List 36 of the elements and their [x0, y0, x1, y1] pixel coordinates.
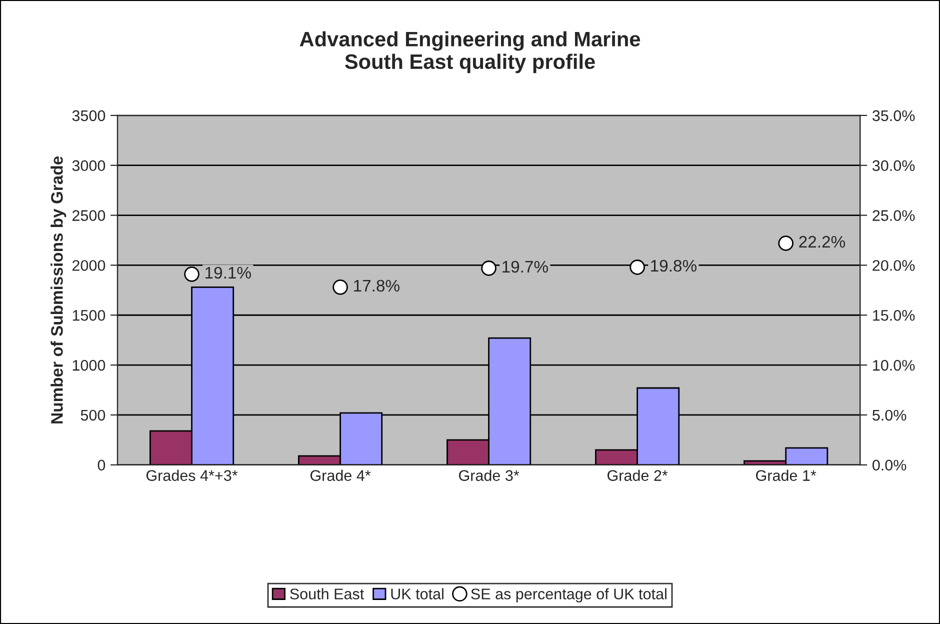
- y2-tick-label: 25.0%: [872, 210, 915, 221]
- y2-tick-label: 35.0%: [872, 110, 915, 122]
- y-tick-label: 2000: [72, 260, 106, 271]
- y2-tick-label: 10.0%: [873, 360, 915, 371]
- y-axis-title: Number of Submissions by Grade: [50, 156, 66, 424]
- point: [332, 280, 348, 295]
- chart-title: Advanced Engineering and Marine South East quality profile: [300, 31, 640, 74]
- data-label: 19.7%: [502, 260, 548, 273]
- legend-label: South East: [290, 588, 364, 600]
- point: [778, 236, 794, 251]
- y-tick-label: 0: [98, 460, 106, 471]
- data-label: 19.1%: [206, 266, 251, 279]
- y2-tick-label: 15.0%: [873, 310, 915, 321]
- data-label: 19.8%: [651, 260, 696, 272]
- data-label: 22.2%: [799, 236, 846, 248]
- legend-label: SE as percentage of UK total: [471, 588, 666, 602]
- point: [481, 260, 496, 276]
- y-tick-label: 3500: [72, 110, 106, 122]
- x-tick-label: Grades 4*+3*: [146, 470, 238, 481]
- point: [630, 260, 645, 275]
- x-tick-label: Grade 2*: [608, 470, 668, 481]
- y-tick-label: 1500: [72, 310, 106, 321]
- data-label: 17.8%: [354, 280, 400, 292]
- x-tick-label: Grade 4*: [310, 470, 371, 481]
- y2-tick-label: 30.0%: [872, 160, 915, 172]
- y-tick-label: 2500: [72, 210, 106, 221]
- y2-tick-label: 0.0%: [872, 460, 906, 471]
- y-tick-label: 1000: [72, 360, 106, 371]
- x-tick-label: Grade 3*: [458, 470, 520, 481]
- x-tick-label: Grade 1*: [756, 470, 816, 481]
- y2-tick-label: 20.0%: [872, 260, 915, 271]
- point: [184, 266, 200, 282]
- y-tick-label: 3000: [72, 160, 106, 172]
- y-tick-label: 500: [80, 410, 106, 421]
- legend-label: UK total: [391, 588, 444, 600]
- y2-tick-label: 5.0%: [872, 410, 906, 421]
